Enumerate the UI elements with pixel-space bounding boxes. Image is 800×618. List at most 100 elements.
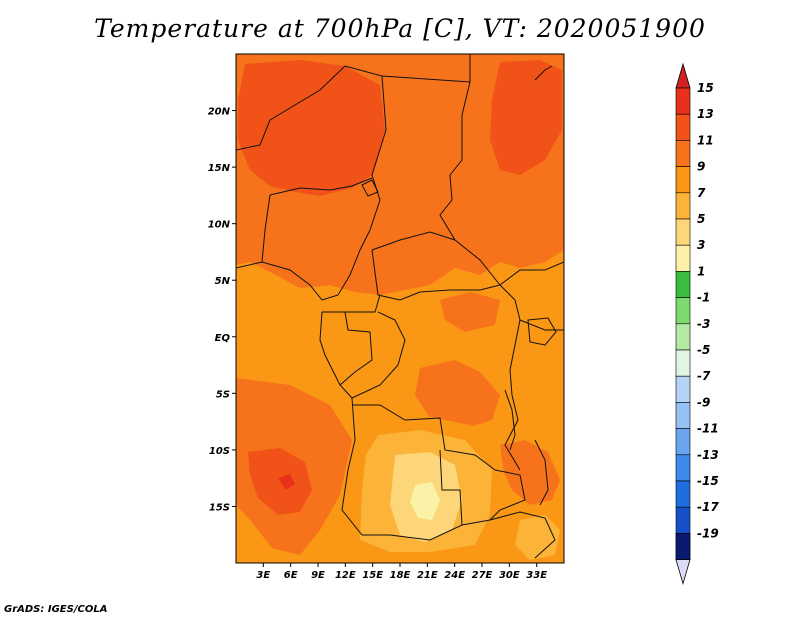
colorbar-label: -17 [697,500,719,514]
field-11c-congo [415,360,500,430]
colorbar-swatch [675,480,691,508]
border-niger-chad [369,75,387,231]
lon-tick-label: 27E [472,570,493,581]
border-car-north [371,231,501,286]
longitude-axis: 3E 6E 9E 12E 15E 18E 21E 24E 27E 30E 33E [256,563,547,581]
colorbar-label: 11 [697,133,714,147]
lat-tick-label: 10S [209,446,230,457]
latitude-axis: 20N 15N 10N 5N EQ 5S 10S 15S [208,107,236,513]
colorbar-label: -9 [697,395,710,409]
border-angola-coast [341,397,363,536]
colorbar-swatch [675,349,691,377]
lon-tick-label: 15E [362,570,383,581]
colorbar-label: 3 [697,238,705,252]
colorbar-swatch-bottom [675,533,691,560]
colorbar-label: 7 [697,186,706,200]
colorbar-swatch [675,506,691,534]
colorbar-label: -13 [697,448,719,462]
lon-tick-label: 24E [444,570,465,581]
lat-tick-label: 15S [209,502,230,513]
colorbar-swatch [675,218,691,246]
border-lake-chad [361,179,379,197]
colorbar-swatch [675,192,691,220]
border-lake-victoria [527,317,557,346]
border-car-south [371,249,501,301]
colorbar-label: -5 [697,343,710,357]
colorbar-label: -15 [697,474,719,488]
border-angola-namibia [362,519,491,541]
colorbar-swatch [675,454,691,482]
border-nigeria-cameroon [321,229,371,301]
border-drc-angola [352,404,496,471]
field-13c-north [238,60,385,196]
colorbar-label: 1 [697,264,705,278]
lon-tick-label: 12E [335,570,356,581]
colorbar-swatch [675,113,691,141]
lon-tick-label: 21E [417,570,438,581]
field-11c-east [500,440,560,505]
field-15c-spot [278,474,295,490]
border-red-sea-corner [534,65,553,81]
colorbar-swatch [675,375,691,403]
colorbar-bottom-arrow [675,559,691,586]
colorbar: 15 13 11 9 7 5 3 1 -1 -3 -5 -7 -9 -11 -13 -15 -17 -19 [675,62,719,586]
border-niger-nigeria [269,177,373,196]
field-13c-south [248,448,312,515]
border-congo-drc [351,311,406,399]
border-angola-zambia [439,449,463,526]
colorbar-swatch [675,297,691,325]
lon-tick-label: 30E [499,570,520,581]
colorbar-swatch [675,323,691,351]
border-mali-niger [236,119,271,151]
field-13c-northeast [490,60,562,175]
border-chad-sudan [439,81,471,241]
colorbar-label: 5 [697,212,705,226]
lat-tick-label: 20N [208,107,231,118]
colorbar-swatch [675,271,691,298]
colorbar-label: -11 [697,422,719,436]
lon-tick-label: 33E [526,570,547,581]
colorbar-swatch [675,140,691,167]
colorbar-swatch [675,428,691,456]
colorbar-label: 15 [697,81,714,95]
border-lake-tanganyika [504,389,516,451]
border-malawi [534,439,549,506]
colorbar-top-arrow [675,62,691,89]
border-southsudan [499,261,564,286]
country-borders [236,54,564,559]
colorbar-swatch [675,87,691,115]
border-cameroon-gabon [322,294,381,313]
border-algeria-niger [269,65,383,121]
lat-tick-label: 5N [215,276,231,287]
grads-credit: GrADS: IGES/COLA [4,604,108,615]
colorbar-swatch [675,166,691,194]
colorbar-label: 13 [697,107,714,121]
border-benin [261,194,271,263]
lon-tick-label: 3E [256,570,270,581]
border-gabon-congo [339,311,373,386]
temperature-field [236,54,564,563]
lat-tick-label: 15N [208,163,231,174]
lon-tick-label: 6E [284,570,298,581]
colorbar-swatch [675,402,691,429]
lat-tick-label: 10N [208,220,231,231]
border-drc-tanzania [504,369,521,471]
chart-title: Temperature at 700hPa [C], VT: 202005190… [94,14,706,43]
lat-tick-label: 5S [216,389,230,400]
lon-tick-label: 9E [311,570,325,581]
field-11c-patch-1 [440,292,500,332]
colorbar-label: -3 [697,317,710,331]
border-gabon-coast [319,311,353,399]
colorbar-label: -19 [697,526,719,540]
field-3c-south [410,482,440,520]
lat-tick-label: EQ [215,333,231,344]
colorbar-label: 9 [697,160,705,174]
border-zambia-south [489,469,526,521]
lon-tick-label: 18E [390,570,411,581]
border-coast-westafrica [236,261,323,301]
colorbar-label: -1 [697,291,710,305]
colorbar-label: -7 [697,369,711,383]
border-zimbabwe [489,511,556,559]
colorbar-swatch [675,244,691,272]
